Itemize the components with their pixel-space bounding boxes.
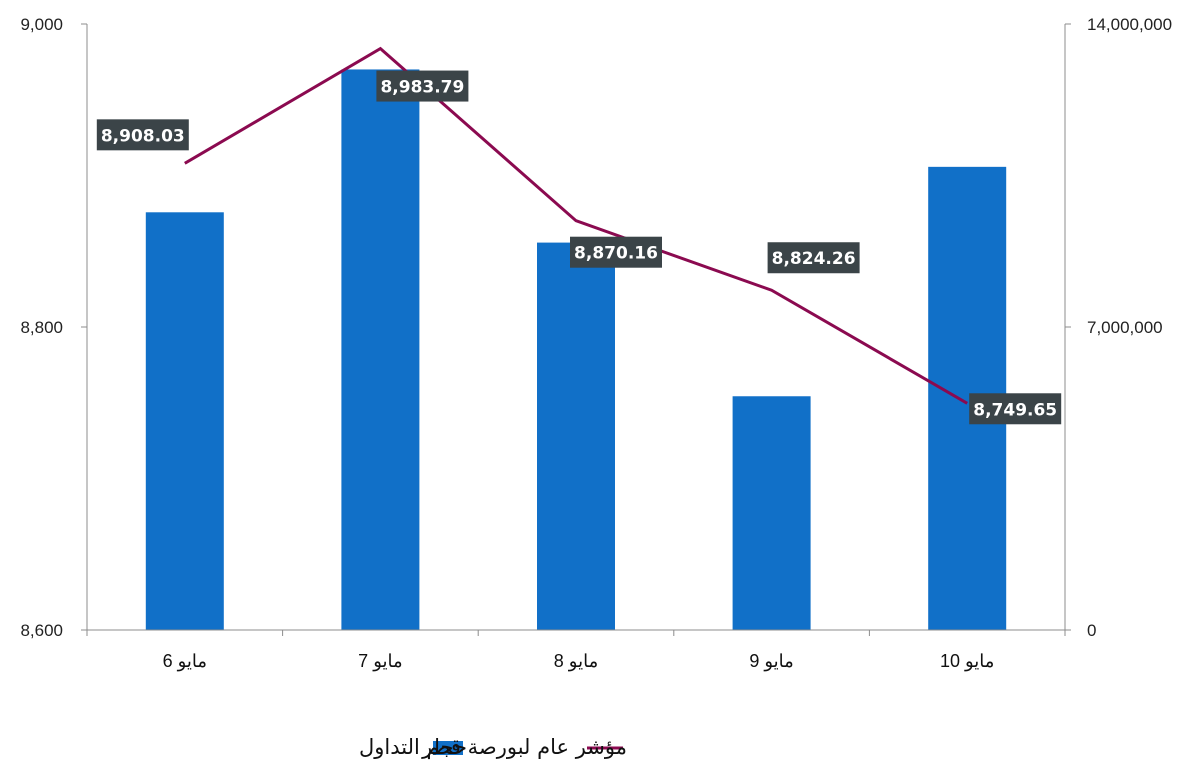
data-label-box [96,119,189,151]
index-line [184,46,968,405]
data-label: 8,908.03 [96,119,189,151]
legend-bar-swatch [433,741,463,755]
bar-3 [537,242,615,631]
data-label: 8,870.16 [570,236,662,268]
bar-1 [145,212,224,631]
right-tick-label: 0 [1087,621,1096,640]
data-label-box [767,242,860,274]
data-label-text: 8,983.79 [380,78,464,98]
data-label-text: 8,870.16 [574,244,658,264]
data-label: 8,983.79 [376,70,469,102]
data-label-text: 8,824.26 [772,249,856,269]
bar-2 [341,69,420,630]
data-label: 8,749.65 [969,393,1062,425]
axes-layer: 8,600 8,800 9,000 0 7,000,000 14,000,000 6 ماي… [20,15,1172,672]
data-label: 8,824.26 [767,242,860,274]
left-tick-label: 8,800 [20,318,63,337]
left-tick-label: 9,000 [20,15,63,34]
x-category-label: 6 مايو [163,651,207,672]
x-category-label: 7 مايو [358,651,402,672]
data-label-text: 8,908.03 [101,126,185,146]
line-layer [184,46,968,405]
legend-bar-label: حجم التداول [359,735,467,760]
data-label-box [969,393,1062,425]
bars-layer [145,69,1007,631]
data-label-box [376,70,469,102]
x-category-label: 10 مايو [940,651,994,672]
right-tick-label: 7,000,000 [1087,318,1163,337]
x-category-label: 8 مايو [554,651,598,672]
bar-4 [732,396,811,630]
legend-line-label: مؤشر عام لبورصة قطر [421,735,627,759]
legend: حجم التداول مؤشر عام لبورصة قطر [359,735,627,760]
data-label-text: 8,749.65 [973,400,1057,420]
x-category-label: 9 مايو [749,651,793,672]
labels-layer: 8,908.03 8,983.79 8,870.16 8,824.26 8,749.65 [96,70,1062,425]
left-tick-label: 8,600 [20,621,63,640]
right-tick-label: 14,000,000 [1087,15,1172,34]
data-label-box [570,236,662,268]
